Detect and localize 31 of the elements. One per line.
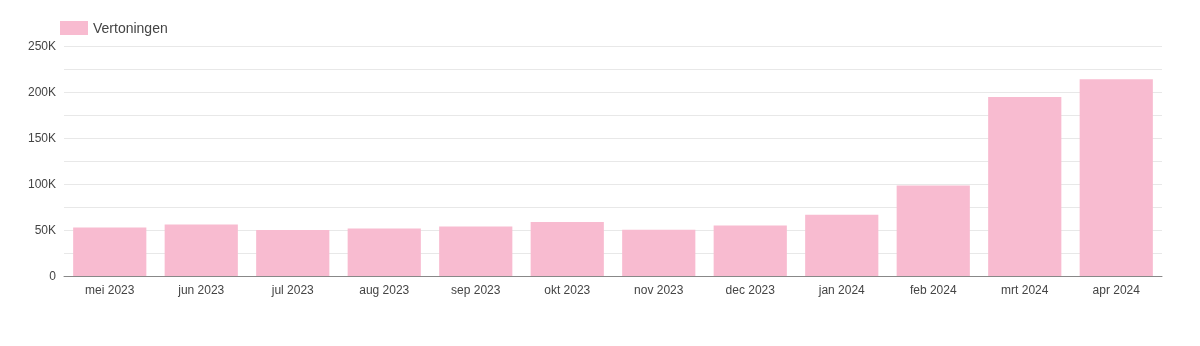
bar	[1079, 79, 1153, 276]
x-tick-label: aug 2023	[359, 283, 410, 297]
bar	[988, 96, 1062, 276]
y-tick-label: 0	[49, 269, 57, 283]
y-tick-label: 50K	[34, 223, 56, 237]
x-tick-label: nov 2023	[634, 283, 684, 297]
bar	[73, 227, 147, 276]
bar	[439, 226, 513, 276]
x-tick-label: jan 2024	[817, 283, 866, 297]
x-tick-label: mrt 2024	[1001, 283, 1049, 297]
bar	[622, 229, 696, 276]
y-tick-label: 200K	[27, 85, 56, 99]
y-tick-label: 250K	[27, 39, 56, 53]
y-tick-label: 100K	[27, 177, 56, 191]
x-tick-label: feb 2024	[909, 283, 957, 297]
legend-label: Vertoningen	[93, 20, 168, 36]
bar	[347, 228, 421, 276]
y-tick-label: 150K	[27, 131, 56, 145]
x-tick-label: sep 2023	[451, 283, 501, 297]
bar	[164, 224, 238, 276]
x-tick-label: okt 2023	[544, 283, 591, 297]
x-tick-label: dec 2023	[725, 283, 776, 297]
bar	[896, 185, 970, 276]
bar	[256, 230, 330, 276]
x-tick-label: jul 2023	[270, 283, 315, 297]
bar	[530, 222, 604, 276]
x-tick-label: jun 2023	[177, 283, 225, 297]
x-tick-label: mei 2023	[85, 283, 135, 297]
bar	[713, 225, 787, 276]
bar	[805, 214, 879, 276]
x-tick-label: apr 2024	[1092, 283, 1141, 297]
